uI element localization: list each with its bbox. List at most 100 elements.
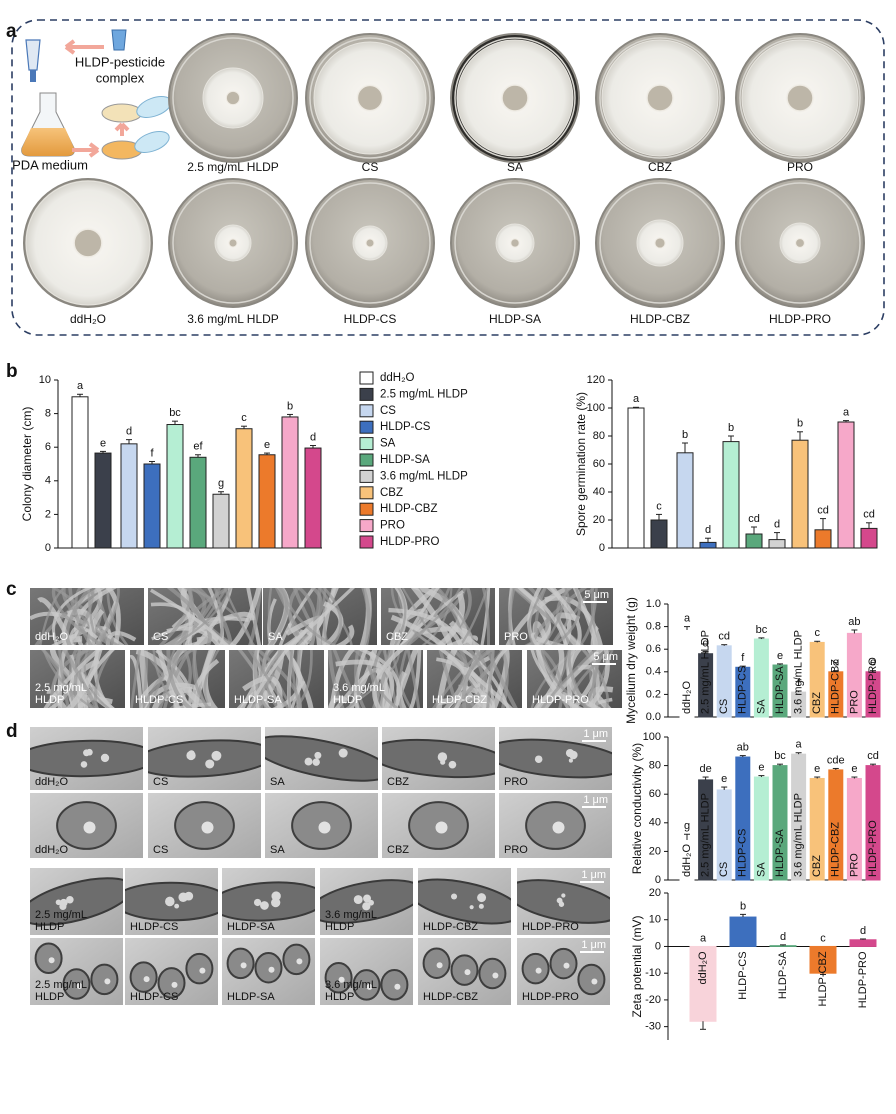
hypha-edge bbox=[293, 650, 313, 708]
significance-letter: f bbox=[150, 447, 154, 459]
significance-letter: a bbox=[843, 407, 850, 419]
hypha-edge bbox=[354, 650, 366, 708]
significance-letter: cd bbox=[817, 505, 829, 517]
micrograph: CS bbox=[148, 588, 262, 645]
hypha-edge bbox=[166, 650, 194, 708]
legend-label: CBZ bbox=[380, 487, 403, 499]
significance-letter: a bbox=[796, 739, 803, 751]
plate-label: 2.5 mg/mL HLDP bbox=[187, 160, 279, 174]
organelle bbox=[143, 976, 150, 983]
bar-label: PRO bbox=[848, 690, 860, 714]
micrograph-label: HLDP bbox=[35, 694, 64, 706]
micrograph-label: ddH₂O bbox=[35, 844, 68, 856]
hypha-edge bbox=[296, 650, 303, 708]
micrograph-label: HLDP-CBZ bbox=[423, 991, 478, 1003]
cell bbox=[450, 954, 479, 986]
cell bbox=[157, 967, 186, 999]
organelle bbox=[253, 898, 262, 907]
cell bbox=[282, 943, 311, 976]
hypha-edge bbox=[87, 588, 100, 645]
bar bbox=[212, 493, 230, 549]
organelle bbox=[565, 748, 575, 758]
y-tick-label: 0.4 bbox=[646, 666, 661, 678]
bar-label: HLDP-CS bbox=[737, 666, 749, 714]
bar-label: HLDP-PRO bbox=[867, 820, 879, 877]
y-tick-label: 6 bbox=[45, 441, 51, 453]
micrograph-label: HLDP-SA bbox=[227, 991, 275, 1003]
hypha-edge bbox=[461, 650, 496, 708]
texture bbox=[432, 650, 518, 708]
bar-label: 2.5 mg/mL HLDP bbox=[700, 630, 712, 714]
organelle bbox=[55, 899, 62, 906]
micrograph-label: HLDP-CS bbox=[130, 991, 178, 1003]
texture bbox=[320, 879, 413, 924]
organelle bbox=[353, 895, 363, 904]
bar bbox=[235, 428, 253, 549]
hypha-edge bbox=[371, 650, 393, 708]
hypha-edge bbox=[528, 588, 546, 645]
hypha-edge bbox=[192, 650, 211, 708]
hypha-edge bbox=[204, 650, 220, 708]
legend-swatch bbox=[359, 371, 374, 385]
micrograph-label: HLDP-CS bbox=[130, 921, 178, 933]
bar bbox=[676, 452, 694, 549]
micrograph-label: 3.6 mg/mL bbox=[325, 909, 377, 921]
bar bbox=[860, 527, 878, 549]
micrograph: HLDP-PRO 1 μm bbox=[517, 938, 610, 1005]
cell bbox=[517, 879, 610, 924]
micrograph: HLDP-CBZ bbox=[418, 868, 511, 935]
dish-lid bbox=[134, 131, 170, 153]
dish-rim bbox=[172, 182, 294, 304]
significance-letter: f bbox=[741, 652, 745, 664]
hypha-edge bbox=[42, 650, 95, 708]
colony-center bbox=[73, 228, 103, 258]
legend-label: HLDP-CBZ bbox=[380, 503, 438, 515]
dish-rim bbox=[454, 37, 576, 159]
significance-letter: e bbox=[870, 657, 876, 669]
colony-center bbox=[795, 238, 805, 248]
y-tick-label: 40 bbox=[593, 486, 605, 498]
significance-letter: cd bbox=[867, 750, 879, 762]
bar bbox=[627, 407, 645, 549]
organelle bbox=[205, 759, 215, 769]
schematic-label: PDA medium bbox=[12, 157, 88, 172]
y-tick-label: 100 bbox=[587, 402, 605, 414]
organelle bbox=[171, 981, 178, 988]
colony-center bbox=[228, 238, 238, 248]
texture bbox=[422, 947, 507, 990]
cell bbox=[90, 963, 119, 996]
organelle bbox=[271, 898, 281, 908]
hypha-edge bbox=[252, 650, 264, 708]
significance-letter: cde bbox=[827, 754, 845, 766]
micrograph: PRO 5 μm bbox=[499, 588, 613, 645]
scale-label: 5 μm bbox=[584, 589, 609, 601]
significance-letter: e bbox=[721, 773, 727, 785]
bar bbox=[304, 447, 322, 549]
hypha bbox=[184, 636, 213, 645]
hypha-edge bbox=[533, 650, 570, 708]
micrograph: HLDP-SA bbox=[222, 938, 315, 1005]
organelle bbox=[535, 967, 542, 974]
y-tick-label: 20 bbox=[649, 845, 661, 857]
cell bbox=[148, 739, 261, 778]
micrograph-label: HLDP bbox=[333, 694, 362, 706]
hypha-edge bbox=[65, 588, 93, 645]
micrograph: HLDP-CBZ bbox=[427, 650, 522, 708]
y-tick-label: 0 bbox=[599, 542, 605, 554]
y-tick-label: 0.6 bbox=[646, 643, 661, 655]
y-tick-label: 20 bbox=[593, 514, 605, 526]
significance-letter: c bbox=[241, 412, 247, 424]
organelle bbox=[104, 978, 111, 985]
organelle bbox=[437, 752, 448, 762]
micrograph: CBZ bbox=[382, 793, 495, 858]
hypha-edge bbox=[170, 588, 232, 645]
organelle bbox=[464, 969, 471, 976]
scale-label: 1 μm bbox=[581, 939, 606, 951]
micrograph: CS bbox=[148, 727, 261, 790]
texture bbox=[382, 738, 495, 779]
organelle bbox=[199, 967, 206, 974]
legend-swatch bbox=[359, 453, 374, 467]
significance-letter: d bbox=[774, 519, 780, 531]
